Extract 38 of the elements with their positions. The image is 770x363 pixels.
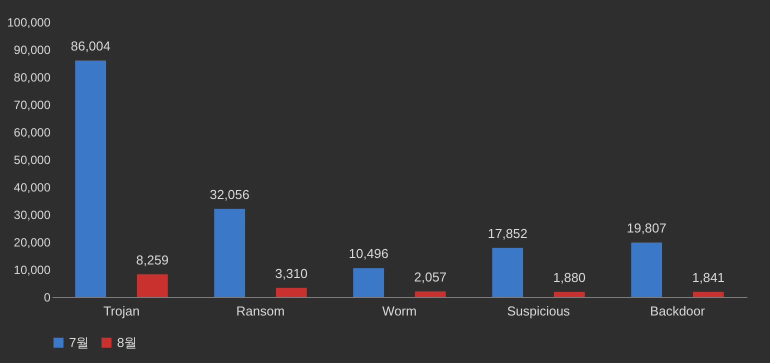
bar bbox=[276, 288, 307, 297]
x-tick-label: Worm bbox=[382, 304, 417, 318]
y-tick-label: 80,000 bbox=[14, 70, 51, 84]
data-label: 32,056 bbox=[210, 186, 250, 202]
y-tick-label: 70,000 bbox=[14, 98, 51, 112]
y-tick-label: 100,000 bbox=[7, 16, 51, 30]
x-tick-label: Suspicious bbox=[507, 304, 570, 318]
bar bbox=[554, 292, 585, 297]
bar bbox=[692, 292, 724, 297]
bar bbox=[136, 274, 168, 297]
data-label: 10,496 bbox=[348, 246, 388, 262]
legend-label: 7월 bbox=[69, 334, 90, 350]
bar bbox=[414, 291, 446, 297]
x-tick-label: Trojan bbox=[103, 304, 140, 318]
data-label: 86,004 bbox=[70, 38, 110, 54]
y-tick-label: 90,000 bbox=[14, 43, 51, 57]
y-tick-label: 50,000 bbox=[14, 153, 51, 167]
data-label: 8,259 bbox=[136, 252, 169, 268]
y-tick-label: 60,000 bbox=[14, 126, 51, 140]
data-label: 2,057 bbox=[414, 269, 447, 284]
y-tick-label: 0 bbox=[44, 290, 51, 304]
bar bbox=[214, 208, 246, 297]
data-label: 3,310 bbox=[275, 266, 308, 281]
data-label: 17,852 bbox=[488, 226, 528, 241]
bar bbox=[353, 268, 384, 297]
data-label: 19,807 bbox=[626, 220, 666, 236]
bar bbox=[75, 60, 106, 297]
y-tick-label: 40,000 bbox=[14, 180, 51, 194]
x-tick-label: Ransom bbox=[236, 304, 285, 318]
legend-label: 8월 bbox=[117, 334, 138, 350]
x-tick-label: Backdoor bbox=[650, 304, 706, 318]
y-tick-label: 20,000 bbox=[14, 236, 51, 250]
bar bbox=[631, 242, 662, 297]
data-label: 1,880 bbox=[553, 270, 586, 285]
y-tick-label: 10,000 bbox=[14, 263, 51, 277]
y-tick-label: 30,000 bbox=[14, 208, 51, 222]
data-label: 1,841 bbox=[692, 270, 725, 285]
bar bbox=[492, 248, 524, 297]
